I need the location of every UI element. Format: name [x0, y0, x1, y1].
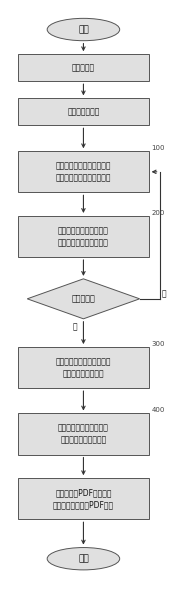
- FancyBboxPatch shape: [18, 151, 149, 193]
- Text: 结束: 结束: [78, 554, 89, 563]
- Text: 中央站接收网络数据、解
码，保存并形成趋势数据: 中央站接收网络数据、解 码，保存并形成趋势数据: [58, 226, 109, 247]
- Text: 否: 否: [161, 289, 166, 298]
- Text: 胎儿监护仪采集和计算胎心
率、宫缩压，发送给中央站: 胎儿监护仪采集和计算胎心 率、宫缩压，发送给中央站: [56, 161, 111, 182]
- Ellipse shape: [47, 548, 120, 570]
- FancyBboxPatch shape: [18, 54, 149, 81]
- Text: 200: 200: [152, 210, 165, 216]
- Text: 启动胎儿监护仪: 启动胎儿监护仪: [67, 107, 100, 116]
- Polygon shape: [27, 279, 140, 319]
- Text: 是: 是: [73, 322, 77, 331]
- Text: 中央站通过PDF虚拟打印
机，生成胎除条图PDF文件: 中央站通过PDF虚拟打印 机，生成胎除条图PDF文件: [53, 488, 114, 509]
- Text: 开始: 开始: [78, 25, 89, 34]
- Text: 中央站计算记录长度，创建
长条形的自定义纸张: 中央站计算记录长度，创建 长条形的自定义纸张: [56, 357, 111, 378]
- Text: 400: 400: [152, 407, 165, 413]
- FancyBboxPatch shape: [18, 478, 149, 520]
- Text: 监护结束？: 监护结束？: [72, 295, 95, 304]
- FancyBboxPatch shape: [18, 98, 149, 125]
- Ellipse shape: [47, 19, 120, 41]
- Text: 100: 100: [152, 145, 165, 151]
- Text: 中央站计算趋势数据的坐
标，绘制胎心宫缩曲线: 中央站计算趋势数据的坐 标，绘制胎心宫缩曲线: [58, 424, 109, 445]
- FancyBboxPatch shape: [18, 347, 149, 388]
- Text: 启动中央站: 启动中央站: [72, 63, 95, 72]
- FancyBboxPatch shape: [18, 413, 149, 455]
- Text: 300: 300: [152, 341, 165, 347]
- FancyBboxPatch shape: [18, 216, 149, 257]
